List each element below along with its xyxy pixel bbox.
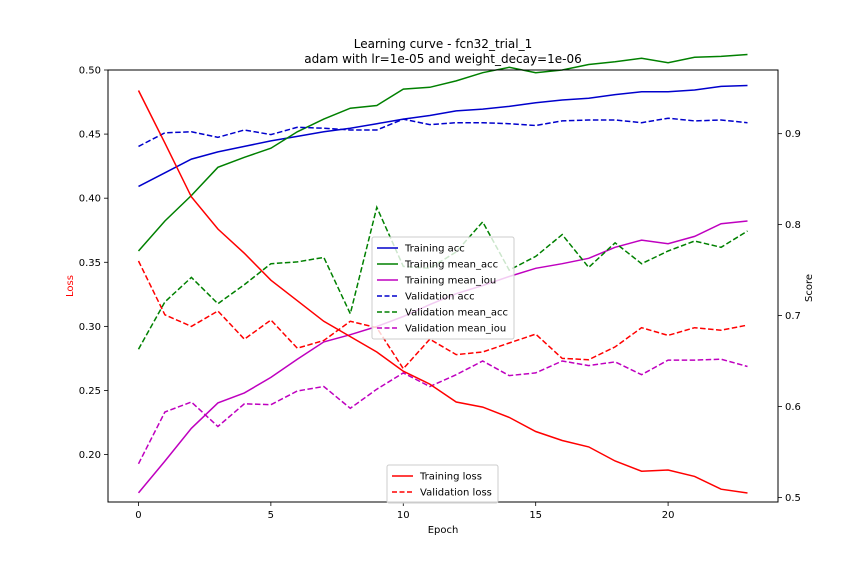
series-line-validation-mean-iou xyxy=(137,358,748,465)
series-line-training-mean-acc xyxy=(137,53,748,252)
legend-label-validation-loss: Validation loss xyxy=(420,488,492,499)
legend-box xyxy=(386,464,499,504)
x-axis-label: Epoch xyxy=(428,525,459,536)
scores-legend: Training acc Training mean_acc Training me… xyxy=(371,236,515,340)
series-line-validation-acc xyxy=(138,117,748,148)
x-tick-label: 20 xyxy=(662,510,675,521)
legend-label-training-mean-acc: Training mean_acc xyxy=(404,260,498,271)
left-y-tick-label: 0.20 xyxy=(79,450,101,461)
right-y-tick-label: 0.5 xyxy=(785,493,801,504)
right-axis-label: Score xyxy=(804,274,815,302)
left-y-tick-label: 0.40 xyxy=(79,194,101,205)
right-y-tick-label: 0.8 xyxy=(785,220,801,231)
legend-label-validation-acc: Validation acc xyxy=(405,292,475,303)
loss-legend: Training loss Validation loss xyxy=(386,464,499,504)
left-y-tick-label: 0.50 xyxy=(79,66,101,77)
series-line-training-loss xyxy=(137,90,748,494)
series-line-validation-loss xyxy=(137,260,748,370)
series-line-validation-mean-acc xyxy=(137,205,748,350)
legend-label-training-mean-iou: Training mean_iou xyxy=(404,276,496,287)
x-tick-label: 0 xyxy=(135,510,141,521)
right-y-tick-label: 0.7 xyxy=(785,311,801,322)
series-line-training-acc xyxy=(138,84,748,188)
left-y-tick-label: 0.25 xyxy=(79,386,101,397)
x-tick-label: 15 xyxy=(529,510,542,521)
legend-box xyxy=(371,236,515,340)
left-y-tick-label: 0.30 xyxy=(79,322,101,333)
legend-label-validation-mean-iou: Validation mean_iou xyxy=(405,324,506,335)
right-y-tick-label: 0.6 xyxy=(785,402,801,413)
right-axis-ticks: 0.5 0.6 0.7 0.8 0.9 xyxy=(778,129,801,504)
left-axis-label: Loss xyxy=(65,275,76,297)
legend-label-training-loss: Training loss xyxy=(419,472,482,483)
legend-label-validation-mean-acc: Validation mean_acc xyxy=(405,308,508,319)
chart-title: Learning curve - fcn32_trial_1 xyxy=(354,37,532,51)
right-y-tick-label: 0.9 xyxy=(785,129,801,140)
x-tick-label: 5 xyxy=(268,510,274,521)
left-y-tick-label: 0.35 xyxy=(79,258,101,269)
left-axis-ticks: 0.20 0.25 0.30 0.35 0.40 0.45 0.50 xyxy=(79,66,108,461)
x-tick-label: 10 xyxy=(397,510,410,521)
chart-subtitle: adam with lr=1e-05 and weight_decay=1e-0… xyxy=(304,52,581,66)
left-y-tick-label: 0.45 xyxy=(79,130,101,141)
legend-label-training-acc: Training acc xyxy=(404,244,465,255)
